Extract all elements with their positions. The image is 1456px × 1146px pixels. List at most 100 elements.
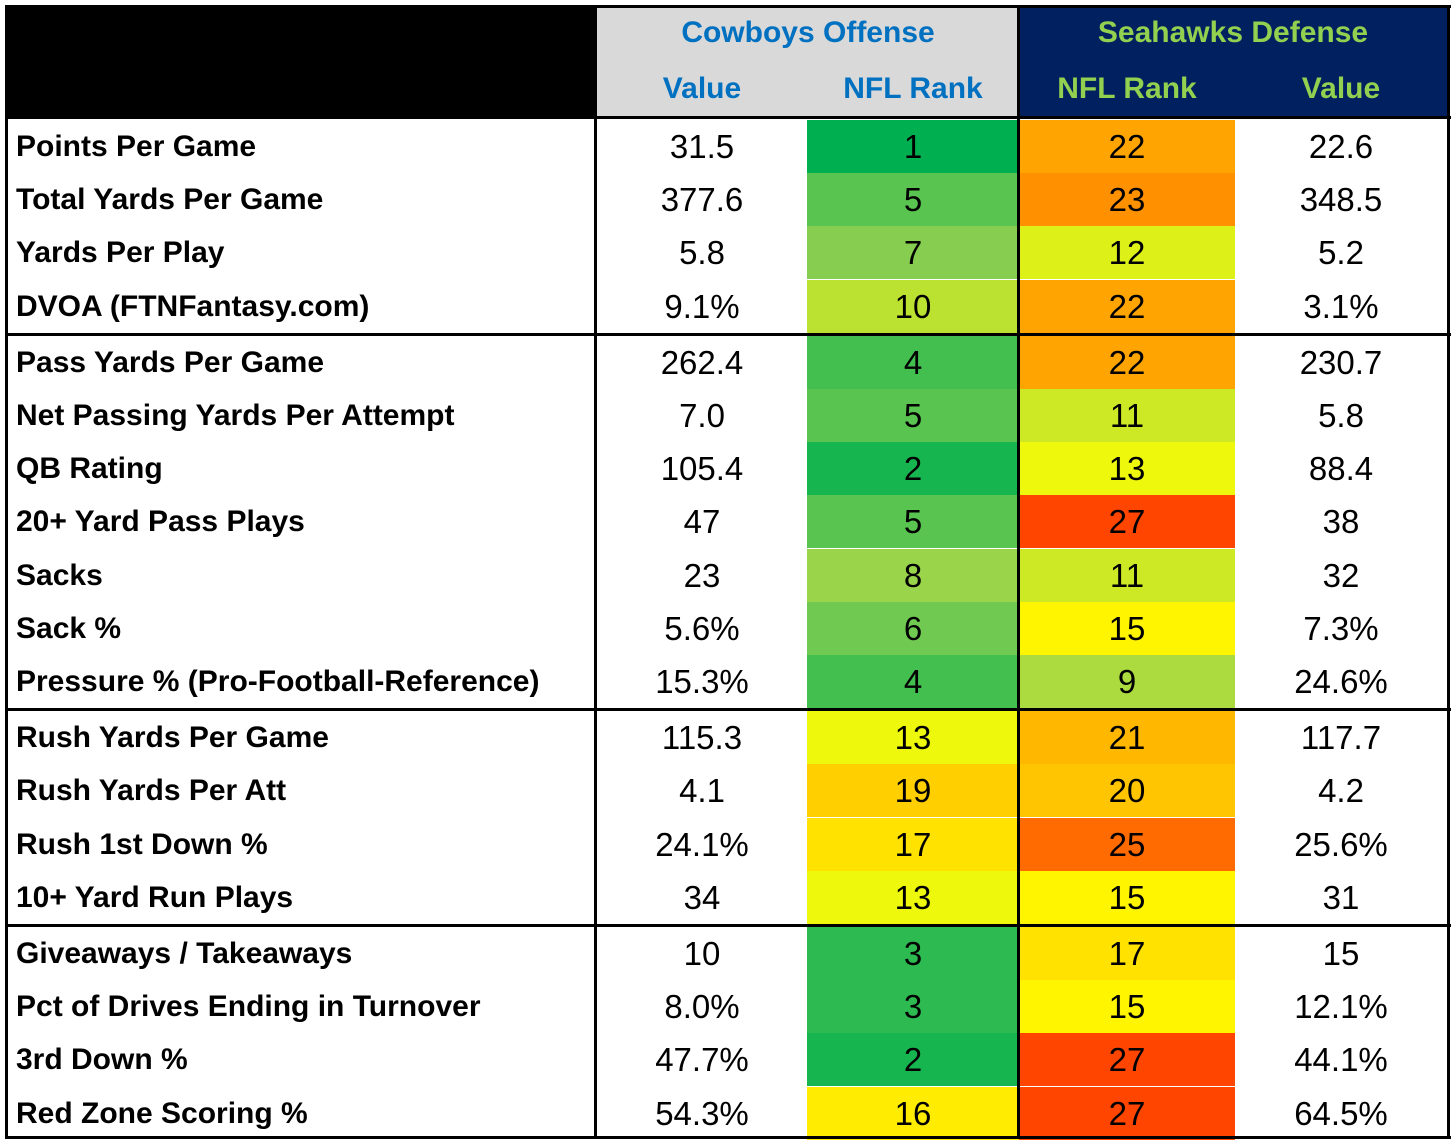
- offense-value-cell: 377.6: [660, 181, 744, 218]
- offense-value-cell: 7.0: [679, 397, 725, 434]
- column-divider-label: [594, 5, 597, 1139]
- table-border-bottom: [5, 1136, 1451, 1139]
- offense-rank-cell: 4: [807, 655, 1019, 708]
- offense-value-cell: 15.3%: [655, 663, 749, 700]
- group-divider: [5, 924, 1451, 927]
- defense-rank-cell: 12: [1019, 226, 1235, 279]
- stat-label: Rush 1st Down %: [16, 828, 268, 861]
- defense-rank-cell: 15: [1019, 980, 1235, 1033]
- defense-value-cell: 7.3%: [1303, 610, 1379, 647]
- defense-value-cell: 15: [1322, 935, 1360, 972]
- offense-value-header: Value: [662, 72, 742, 105]
- defense-rank-cell: 15: [1019, 602, 1235, 655]
- table-border-left: [5, 5, 8, 1139]
- defense-rank-cell: 13: [1019, 442, 1235, 495]
- stat-label: Sack %: [16, 612, 122, 645]
- offense-rank-cell: 13: [807, 711, 1019, 764]
- defense-value-cell: 12.1%: [1294, 988, 1388, 1025]
- offense-rank-cell: 19: [807, 764, 1019, 817]
- defense-rank-header: NFL Rank: [1057, 72, 1197, 105]
- stat-label: Pressure % (Pro-Football-Reference): [16, 665, 540, 698]
- column-divider-center: [1017, 5, 1020, 1139]
- defense-rank-cell: 11: [1019, 389, 1235, 442]
- offense-rank-cell: 5: [807, 389, 1019, 442]
- offense-value-cell: 262.4: [660, 344, 744, 381]
- stat-label: QB Rating: [16, 452, 163, 485]
- defense-rank-cell: 22: [1019, 280, 1235, 333]
- offense-value-cell: 4.1: [679, 772, 725, 809]
- offense-rank-cell: 16: [807, 1087, 1019, 1140]
- defense-header-cell: [1019, 7, 1447, 117]
- stat-label: Giveaways / Takeaways: [16, 937, 353, 970]
- offense-rank-header: NFL Rank: [843, 72, 983, 105]
- stat-label: Rush Yards Per Att: [16, 774, 287, 807]
- defense-value-cell: 32: [1322, 557, 1360, 594]
- stat-label: Total Yards Per Game: [16, 183, 324, 216]
- defense-value-header: Value: [1301, 72, 1381, 105]
- stat-label: DVOA (FTNFantasy.com): [16, 290, 370, 323]
- defense-value-cell: 38: [1322, 503, 1360, 540]
- offense-rank-cell: 7: [807, 226, 1019, 279]
- defense-value-cell: 348.5: [1299, 181, 1383, 218]
- offense-value-cell: 34: [683, 879, 721, 916]
- offense-value-cell: 105.4: [660, 450, 744, 487]
- offense-value-cell: 115.3: [661, 719, 743, 756]
- offense-value-cell: 23: [683, 557, 721, 594]
- defense-value-cell: 88.4: [1308, 450, 1374, 487]
- stat-label: Points Per Game: [16, 130, 257, 163]
- stat-label: Net Passing Yards Per Attempt: [16, 399, 455, 432]
- group-divider: [5, 708, 1451, 711]
- offense-rank-cell: 5: [807, 173, 1019, 226]
- stat-label: 3rd Down %: [16, 1043, 188, 1076]
- offense-rank-cell: 8: [807, 549, 1019, 602]
- stat-label: 10+ Yard Run Plays: [16, 881, 294, 914]
- stat-label: Red Zone Scoring %: [16, 1097, 308, 1130]
- stat-label: Rush Yards Per Game: [16, 721, 329, 754]
- defense-value-cell: 64.5%: [1294, 1095, 1388, 1132]
- offense-rank-cell: 2: [807, 1033, 1019, 1086]
- offense-rank-cell: 6: [807, 602, 1019, 655]
- defense-value-cell: 4.2: [1318, 772, 1364, 809]
- offense-rank-cell: 5: [807, 495, 1019, 548]
- defense-rank-cell: 17: [1019, 927, 1235, 980]
- offense-value-cell: 47.7%: [655, 1041, 749, 1078]
- defense-rank-cell: 15: [1019, 871, 1235, 924]
- defense-value-cell: 31: [1322, 879, 1360, 916]
- defense-rank-cell: 23: [1019, 173, 1235, 226]
- defense-rank-cell: 22: [1019, 336, 1235, 389]
- offense-title: Cowboys Offense: [681, 16, 935, 49]
- defense-value-cell: 25.6%: [1294, 826, 1388, 863]
- offense-value-cell: 54.3%: [655, 1095, 749, 1132]
- offense-rank-cell: 13: [807, 871, 1019, 924]
- stat-label: Sacks: [16, 559, 103, 592]
- offense-value-cell: 47: [683, 503, 721, 540]
- defense-rank-cell: 27: [1019, 1033, 1235, 1086]
- defense-rank-cell: 25: [1019, 818, 1235, 871]
- defense-rank-cell: 11: [1019, 549, 1235, 602]
- offense-rank-cell: 17: [807, 818, 1019, 871]
- offense-rank-cell: 3: [807, 927, 1019, 980]
- offense-rank-cell: 4: [807, 336, 1019, 389]
- stat-label: Yards Per Play: [16, 236, 225, 269]
- defense-value-cell: 117.7: [1300, 719, 1382, 756]
- header-divider: [5, 116, 1451, 119]
- stat-label: 20+ Yard Pass Plays: [16, 505, 305, 538]
- defense-rank-cell: 9: [1019, 655, 1235, 708]
- defense-rank-cell: 27: [1019, 1087, 1235, 1140]
- defense-value-cell: 24.6%: [1294, 663, 1388, 700]
- defense-rank-cell: 20: [1019, 764, 1235, 817]
- defense-value-cell: 3.1%: [1303, 288, 1379, 325]
- offense-value-cell: 5.8: [679, 234, 725, 271]
- offense-rank-cell: 1: [807, 120, 1019, 173]
- stat-label: Pct of Drives Ending in Turnover: [16, 990, 481, 1023]
- defense-value-cell: 5.2: [1318, 234, 1364, 271]
- defense-value-cell: 5.8: [1318, 397, 1364, 434]
- defense-rank-cell: 27: [1019, 495, 1235, 548]
- offense-value-cell: 10: [683, 935, 721, 972]
- header-blank-cell: [7, 7, 597, 117]
- offense-value-cell: 31.5: [669, 128, 735, 165]
- defense-value-cell: 44.1%: [1294, 1041, 1388, 1078]
- defense-title: Seahawks Defense: [1097, 16, 1369, 49]
- table-border-top: [5, 5, 1451, 8]
